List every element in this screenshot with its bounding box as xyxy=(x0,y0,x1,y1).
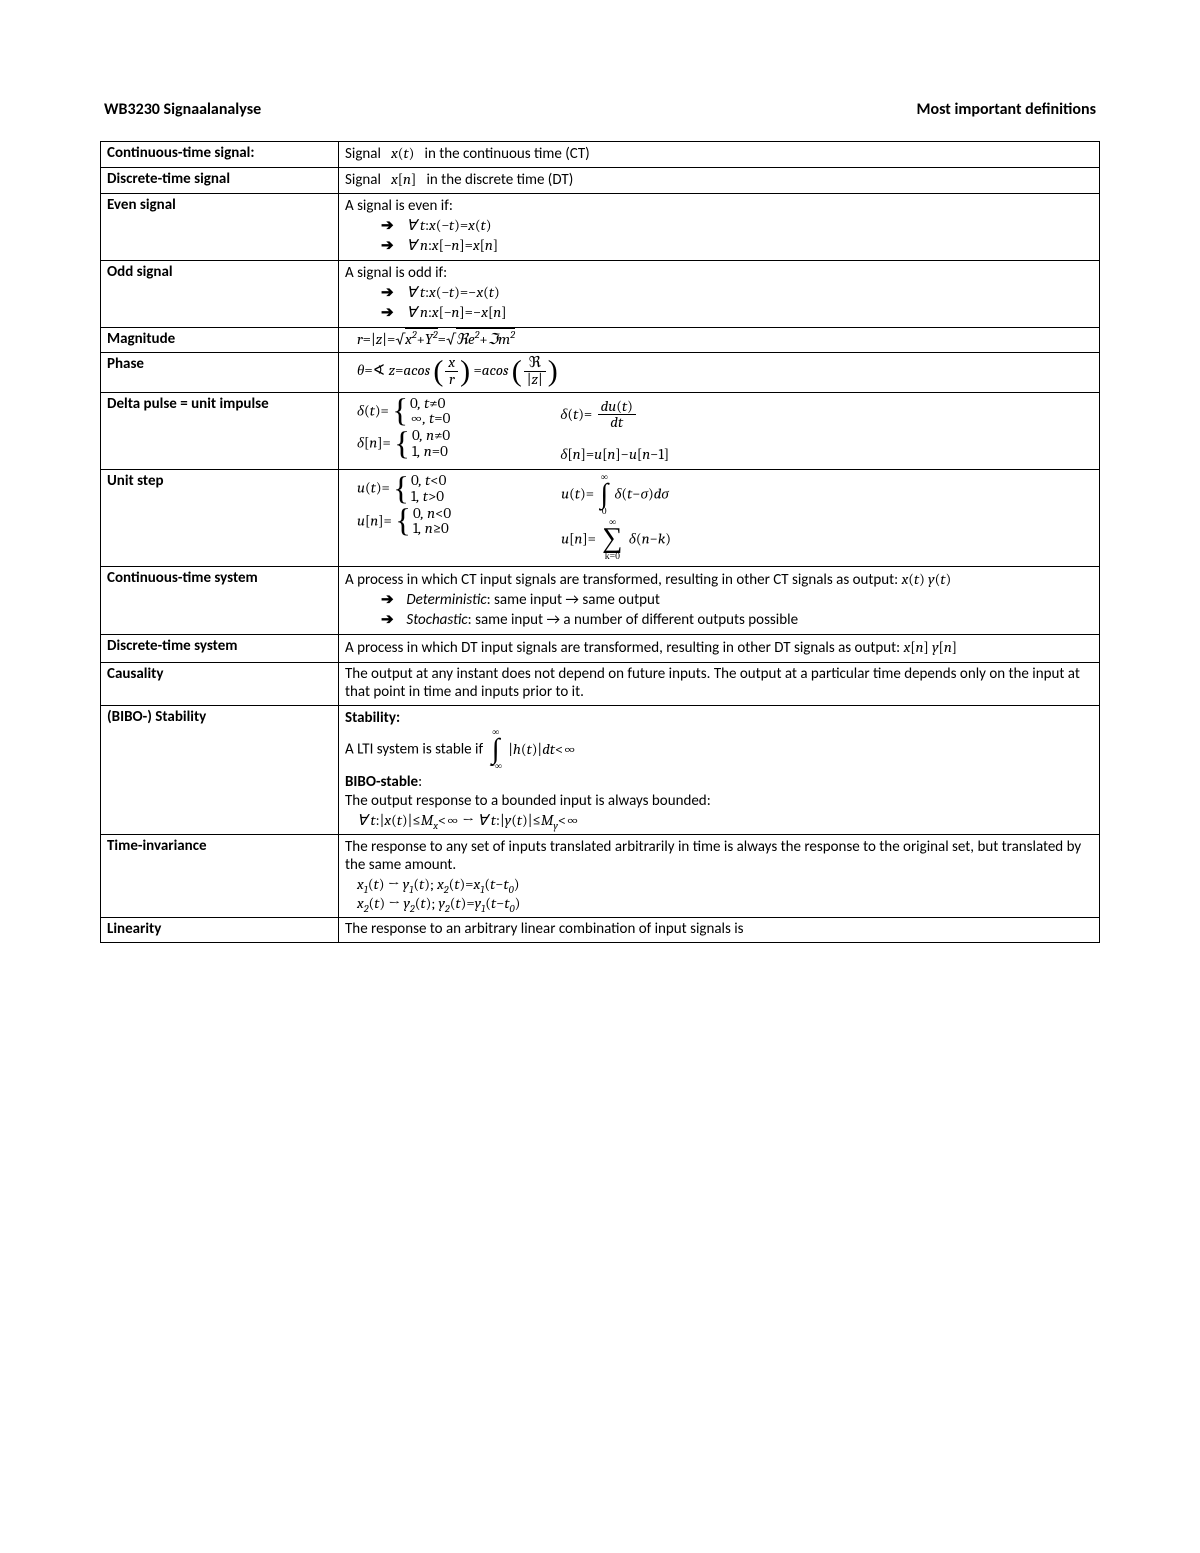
ctsys-text: A process in which CT input signals are … xyxy=(345,571,902,589)
formula: ∀ t:x(−t)=−x(t) xyxy=(345,283,1093,302)
def-cell: θ=∢ z=acos (xr) =acos (ℜ|z|) xyxy=(339,353,1100,393)
def-cell: u(t)= { 0, t<0 1, t>0 u[n]= { 0, n<0 1, … xyxy=(339,470,1100,567)
term-cell: Delta pulse = unit impulse xyxy=(101,392,339,470)
table-row: Discrete-time system A process in which … xyxy=(101,635,1100,663)
lead-text: A signal is odd if: xyxy=(345,264,1093,282)
term-cell: Odd signal xyxy=(101,261,339,328)
page-header: WB3230 Signaalanalyse Most important def… xyxy=(100,100,1100,119)
def-cell: The response to any set of inputs transl… xyxy=(339,835,1100,918)
term-cell: Even signal xyxy=(101,194,339,261)
table-row: Phase θ=∢ z=acos (xr) =acos (ℜ|z|) xyxy=(101,353,1100,393)
term-cell: Causality xyxy=(101,663,339,706)
term-cell: Unit step xyxy=(101,470,339,567)
term-cell: Discrete-time signal xyxy=(101,168,339,194)
table-row: Causality The output at any instant does… xyxy=(101,663,1100,706)
formula: ∀ n:x[−n]=x[n] xyxy=(345,236,1093,255)
def-cell: Stability: A LTI system is stable if ∞∫−… xyxy=(339,706,1100,835)
def-cell: The output at any instant does not depen… xyxy=(339,663,1100,706)
bullet: Deterministic: same input → same output xyxy=(345,590,1093,609)
lead-text: A signal is even if: xyxy=(345,197,1093,215)
bullet: Stochastic: same input → a number of dif… xyxy=(345,610,1093,629)
table-row: Even signal A signal is even if: ∀ t:x(−… xyxy=(101,194,1100,261)
formula: ∀ n:x[−n]=−x[n] xyxy=(345,303,1093,322)
table-row: Delta pulse = unit impulse δ(t)= { 0, t≠… xyxy=(101,392,1100,470)
dtsys-text: A process in which DT input signals are … xyxy=(345,639,904,657)
def-cell: δ(t)= { 0, t≠0 ∞, t=0 δ[n]= { 0, n≠0 1, … xyxy=(339,392,1100,470)
table-row: Continuous-time signal: Signal x(t) in t… xyxy=(101,142,1100,168)
table-row: Odd signal A signal is odd if: ∀ t:x(−t)… xyxy=(101,261,1100,328)
term-cell: Continuous-time signal: xyxy=(101,142,339,168)
term-cell: (BIBO-) Stability xyxy=(101,706,339,835)
term-cell: Time-invariance xyxy=(101,835,339,918)
table-row: (BIBO-) Stability Stability: A LTI syste… xyxy=(101,706,1100,835)
definitions-table: Continuous-time signal: Signal x(t) in t… xyxy=(100,141,1100,943)
page-title: Most important definitions xyxy=(916,100,1096,119)
course-code: WB3230 Signaalanalyse xyxy=(104,100,261,119)
table-row: Unit step u(t)= { 0, t<0 1, t>0 u[n]= xyxy=(101,470,1100,567)
def-cell: A process in which CT input signals are … xyxy=(339,567,1100,635)
table-row: Time-invariance The response to any set … xyxy=(101,835,1100,918)
formula: ∀ t:x(−t)=x(t) xyxy=(345,216,1093,235)
term-cell: Phase xyxy=(101,353,339,393)
table-row: Magnitude r=|z|=√x2+Y2=√ℜe2+ℑm2 xyxy=(101,328,1100,353)
term-cell: Discrete-time system xyxy=(101,635,339,663)
term-cell: Continuous-time system xyxy=(101,567,339,635)
def-cell: The response to an arbitrary linear comb… xyxy=(339,918,1100,943)
table-row: Continuous-time system A process in whic… xyxy=(101,567,1100,635)
def-cell: A signal is odd if: ∀ t:x(−t)=−x(t) ∀ n:… xyxy=(339,261,1100,328)
def-cell: r=|z|=√x2+Y2=√ℜe2+ℑm2 xyxy=(339,328,1100,353)
def-cell: A process in which DT input signals are … xyxy=(339,635,1100,663)
term-cell: Linearity xyxy=(101,918,339,943)
page: WB3230 Signaalanalyse Most important def… xyxy=(0,0,1200,1553)
def-cell: Signal x(t) in the continuous time (CT) xyxy=(339,142,1100,168)
def-cell: Signal x[n] in the discrete time (DT) xyxy=(339,168,1100,194)
def-cell: A signal is even if: ∀ t:x(−t)=x(t) ∀ n:… xyxy=(339,194,1100,261)
table-row: Linearity The response to an arbitrary l… xyxy=(101,918,1100,943)
term-cell: Magnitude xyxy=(101,328,339,353)
table-row: Discrete-time signal Signal x[n] in the … xyxy=(101,168,1100,194)
